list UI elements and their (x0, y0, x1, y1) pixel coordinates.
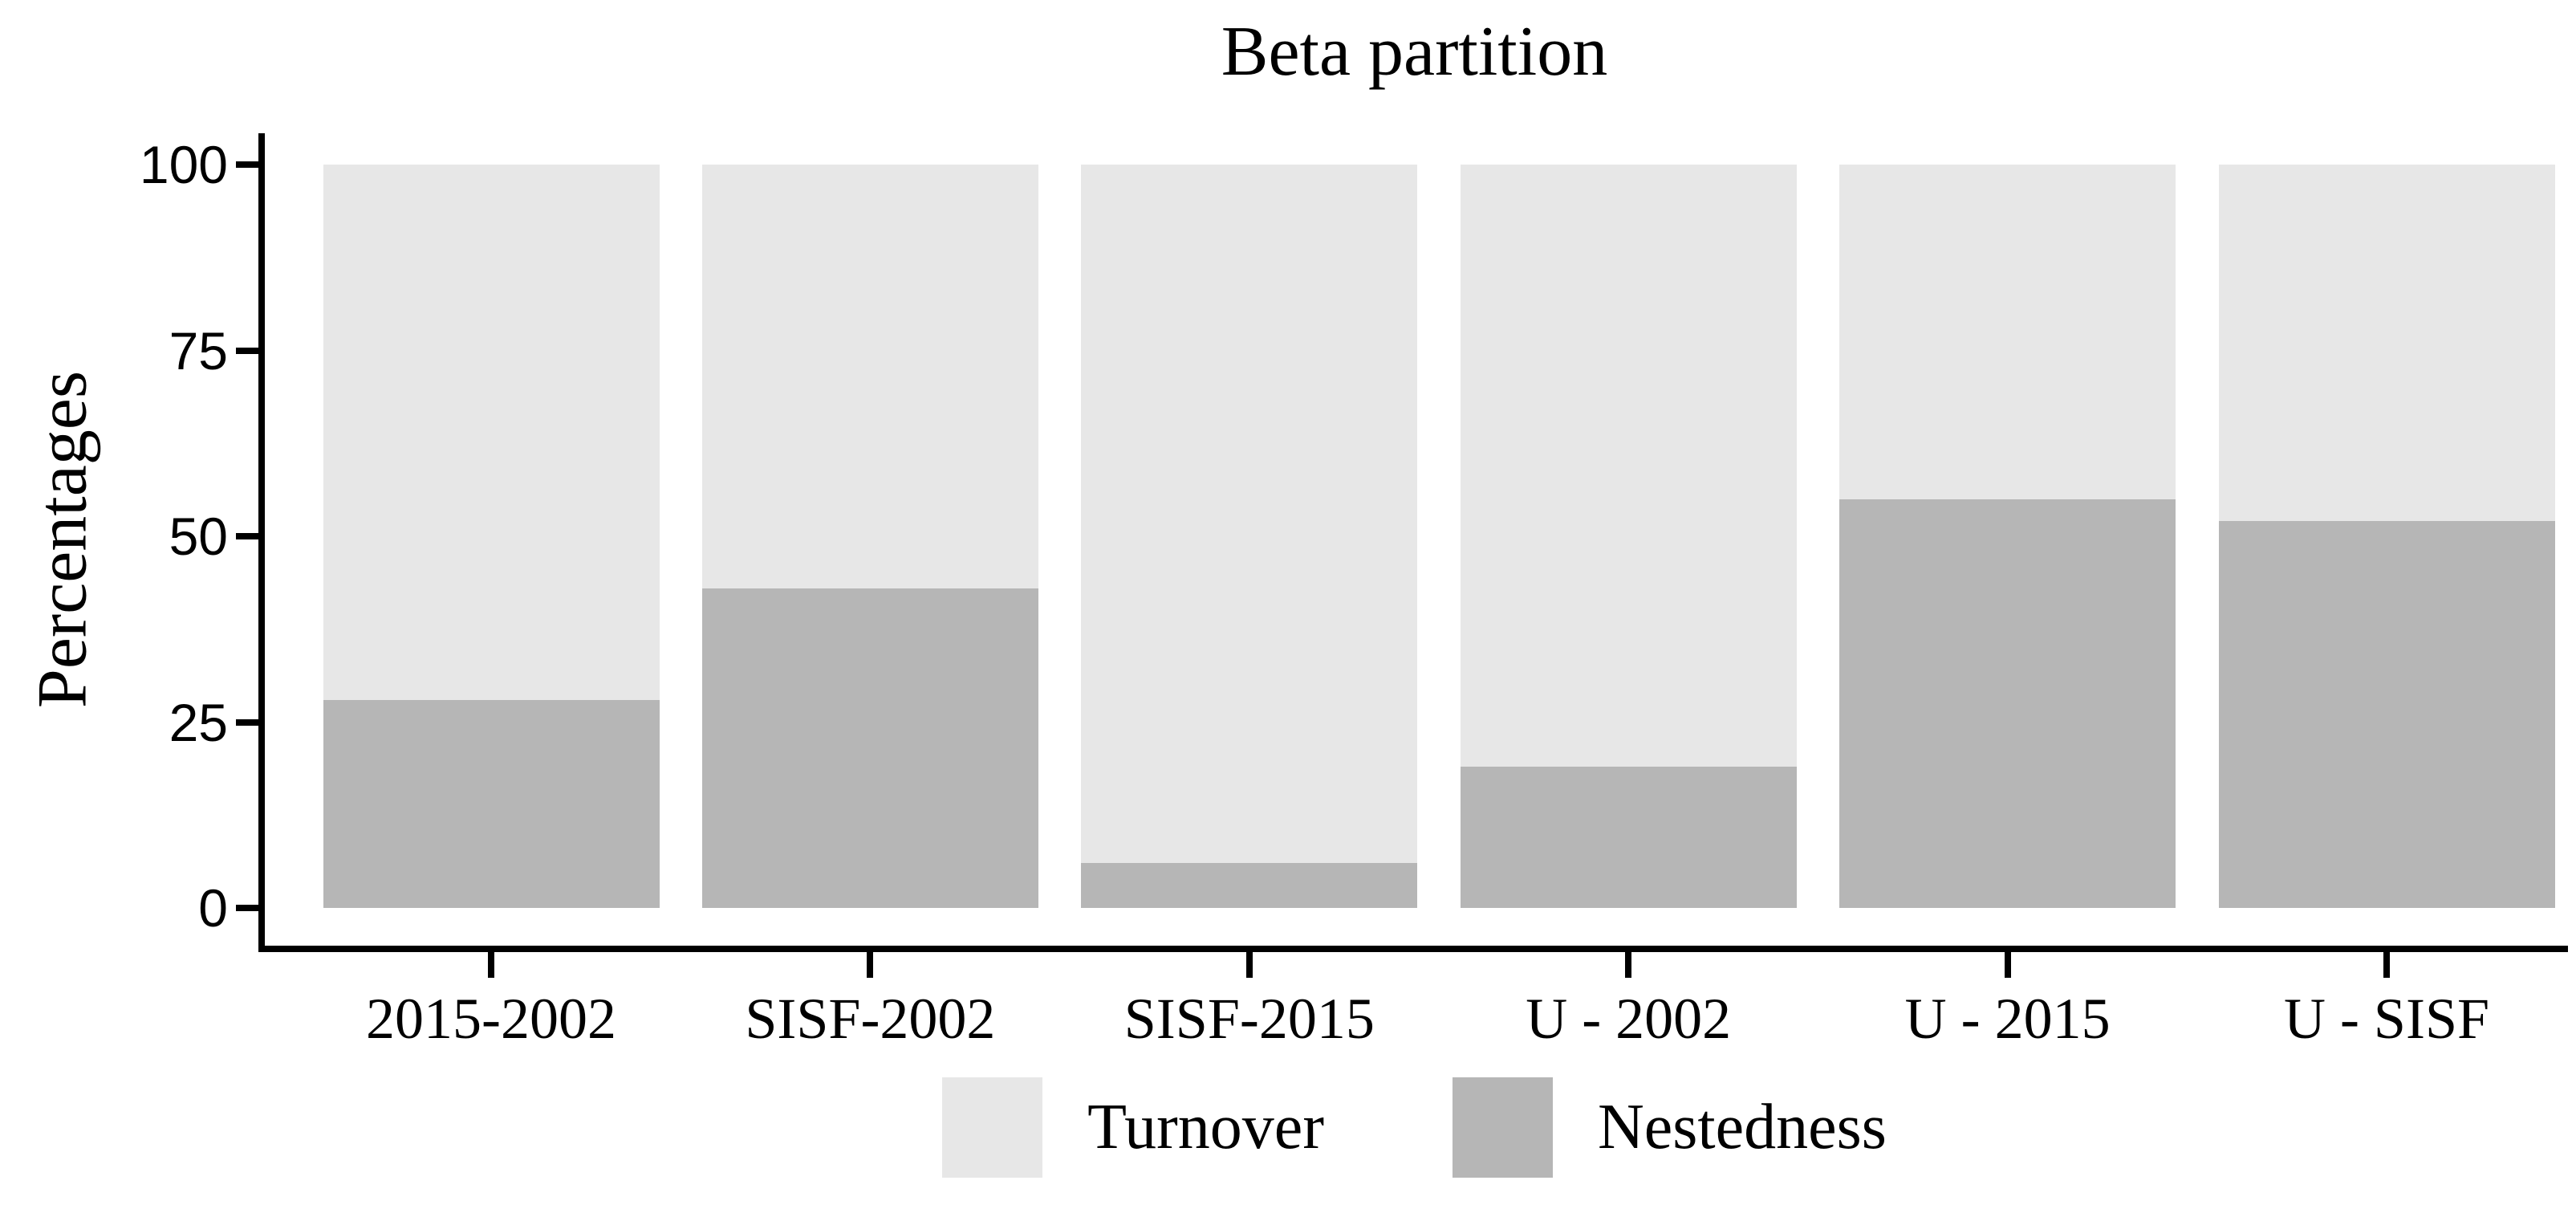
bar-group (701, 165, 1038, 908)
bar-segment-nestedness (323, 700, 660, 908)
y-tick-label: 100 (139, 135, 228, 194)
legend-item-turnover: Turnover (942, 1077, 1324, 1178)
bar-segment-turnover (2218, 165, 2555, 521)
y-tick-mark (236, 533, 260, 539)
bar-segment-turnover (701, 165, 1038, 588)
x-tick-mark (867, 952, 874, 978)
x-axis-line (258, 946, 2568, 952)
x-tick-label: U - 2015 (1904, 987, 2111, 1051)
bar-group (1081, 165, 1418, 908)
x-tick-mark (2004, 952, 2011, 978)
bar-segment-nestedness (1460, 767, 1797, 908)
x-tick-mark (2383, 952, 2390, 978)
bar-segment-nestedness (701, 588, 1038, 908)
legend-item-nestedness: Nestedness (1452, 1077, 1887, 1178)
x-tick-mark (1625, 952, 1632, 978)
bar-segment-turnover (1460, 165, 1797, 767)
y-tick-label: 75 (169, 320, 228, 381)
bar-segment-turnover (1081, 165, 1418, 863)
legend-label: Turnover (1087, 1092, 1324, 1162)
legend-swatch-nestedness (1452, 1077, 1553, 1178)
x-tick-label: SISF-2002 (745, 987, 996, 1051)
bar-segment-nestedness (1839, 499, 2176, 908)
x-tick-mark (488, 952, 494, 978)
x-tick-label: U - SISF (2283, 987, 2490, 1051)
chart-title: Beta partition (1221, 13, 1608, 91)
bar-group (323, 165, 660, 908)
y-tick-mark (236, 347, 260, 354)
y-tick-mark (236, 718, 260, 726)
x-tick-label: U - 2002 (1526, 987, 1732, 1051)
y-tick-label: 0 (198, 878, 228, 938)
bar-group (1460, 165, 1797, 908)
legend: Turnover Nestedness (265, 1077, 2564, 1178)
bar-group (1839, 165, 2176, 908)
bar-segment-turnover (323, 165, 660, 700)
x-tick-mark (1245, 952, 1253, 978)
y-tick-label: 25 (169, 692, 228, 752)
y-axis-line (258, 133, 265, 952)
bar-segment-nestedness (2218, 521, 2555, 908)
bar-segment-nestedness (1081, 863, 1418, 908)
legend-swatch-turnover (942, 1077, 1043, 1178)
x-tick-label: 2015-2002 (366, 987, 616, 1051)
y-tick-mark (236, 161, 260, 168)
x-tick-label: SISF-2015 (1123, 987, 1375, 1051)
y-tick-label: 50 (169, 507, 228, 566)
bar-group (2218, 165, 2555, 908)
bar-segment-turnover (1839, 165, 2176, 499)
legend-label: Nestedness (1597, 1092, 1887, 1162)
y-tick-mark (236, 905, 260, 911)
